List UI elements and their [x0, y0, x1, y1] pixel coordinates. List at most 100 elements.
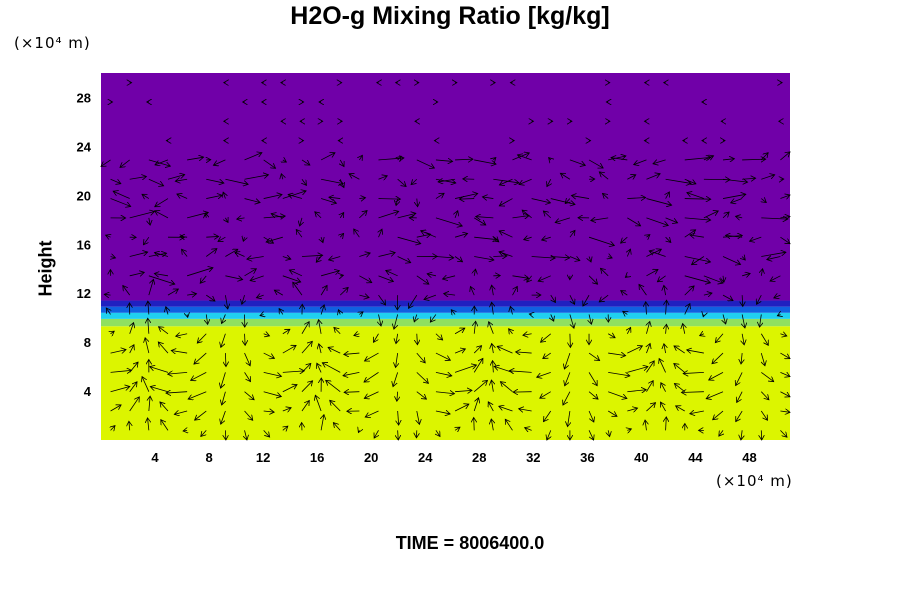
wind-vector	[159, 327, 169, 335]
wind-vector	[780, 216, 790, 217]
wind-vector	[129, 421, 130, 431]
wind-vector	[340, 275, 343, 276]
wind-vector	[206, 249, 217, 257]
wind-vector	[608, 353, 625, 356]
field-layer-4	[101, 300, 790, 307]
wind-vector	[499, 252, 513, 257]
wind-vector	[148, 279, 154, 296]
wind-vector	[454, 349, 465, 353]
wind-vector	[780, 411, 790, 412]
wind-vector	[166, 307, 168, 315]
wind-vector	[741, 430, 742, 440]
wind-vector	[213, 159, 226, 165]
wind-vector	[473, 358, 483, 373]
wind-vector	[570, 333, 571, 348]
wind-vector	[444, 294, 456, 296]
x-tick-label: 28	[472, 450, 486, 465]
wind-vector	[491, 419, 493, 431]
wind-vector	[505, 419, 513, 431]
wind-vector	[646, 198, 671, 206]
wind-vector	[660, 402, 666, 412]
wind-vector	[435, 392, 455, 394]
wind-vector	[187, 157, 203, 160]
wind-vector	[435, 193, 444, 199]
wind-vector	[129, 212, 155, 219]
wind-vector	[627, 346, 642, 354]
wind-vector	[187, 294, 196, 295]
wind-vector	[761, 218, 788, 219]
wind-vector	[690, 235, 704, 237]
wind-vector	[161, 420, 169, 431]
wind-vector	[244, 153, 262, 161]
wind-vector	[780, 391, 790, 397]
wind-vector	[281, 174, 283, 180]
wind-vector	[569, 159, 585, 165]
wind-vector	[588, 352, 600, 360]
wind-vector	[301, 381, 313, 392]
wind-vector	[547, 430, 551, 440]
wind-vector	[649, 251, 666, 257]
wind-vector	[492, 285, 494, 296]
wind-vector	[182, 249, 188, 257]
wind-vector	[416, 159, 435, 168]
wind-vector	[761, 372, 773, 381]
wind-vector	[110, 350, 126, 353]
wind-vector	[703, 156, 714, 160]
wind-vector	[470, 286, 474, 296]
wind-vector	[583, 294, 590, 306]
wind-vector	[171, 351, 188, 354]
wind-vector	[646, 361, 654, 373]
wind-vector	[271, 214, 283, 219]
wind-vector	[282, 345, 296, 354]
wind-vector	[591, 218, 609, 221]
x-tick-label: 24	[418, 450, 433, 465]
wind-vector	[244, 175, 269, 180]
wind-vector	[168, 372, 188, 374]
wind-vector	[329, 257, 341, 260]
wind-vector	[283, 160, 287, 162]
wind-vector	[225, 218, 228, 223]
wind-vector	[424, 294, 437, 299]
wind-vector	[684, 157, 711, 160]
wind-vector	[421, 231, 437, 238]
chart-title: H2O-g Mixing Ratio [kg/kg]	[290, 2, 610, 30]
wind-vector	[148, 418, 149, 431]
wind-vector	[435, 352, 450, 360]
wind-vector	[560, 173, 571, 180]
wind-vector	[301, 322, 309, 334]
wind-vector	[245, 333, 246, 346]
wind-vector	[155, 211, 169, 219]
wind-vector	[703, 211, 718, 219]
wind-vector	[645, 420, 646, 431]
wind-vector	[527, 275, 532, 282]
wind-vector	[621, 236, 628, 243]
field-layer-1	[101, 318, 790, 327]
wind-vector	[646, 270, 658, 277]
wind-vector	[106, 308, 110, 315]
wind-vector	[334, 327, 341, 335]
wind-vector	[378, 275, 394, 282]
wind-vector	[317, 363, 321, 373]
wind-vector	[256, 295, 264, 298]
wind-vector	[684, 256, 711, 262]
wind-vector	[364, 391, 379, 399]
x-tick-label: 36	[580, 450, 594, 465]
wind-vector	[201, 430, 207, 436]
wind-vector	[221, 372, 226, 388]
wind-vector	[476, 217, 494, 218]
wind-vector	[497, 346, 513, 354]
wind-vector	[770, 275, 781, 281]
wind-vector	[411, 178, 418, 184]
wind-vector	[183, 430, 187, 431]
wind-vector	[282, 257, 291, 260]
wind-vector	[550, 257, 570, 258]
wind-vector	[206, 294, 215, 301]
wind-vector	[723, 314, 726, 324]
wind-vector	[646, 217, 668, 226]
wind-vector	[760, 314, 762, 327]
wind-vector	[148, 301, 149, 315]
wind-vector	[397, 256, 411, 263]
wind-vector	[569, 294, 575, 304]
wind-vector	[416, 352, 425, 363]
wind-vector	[130, 323, 134, 334]
